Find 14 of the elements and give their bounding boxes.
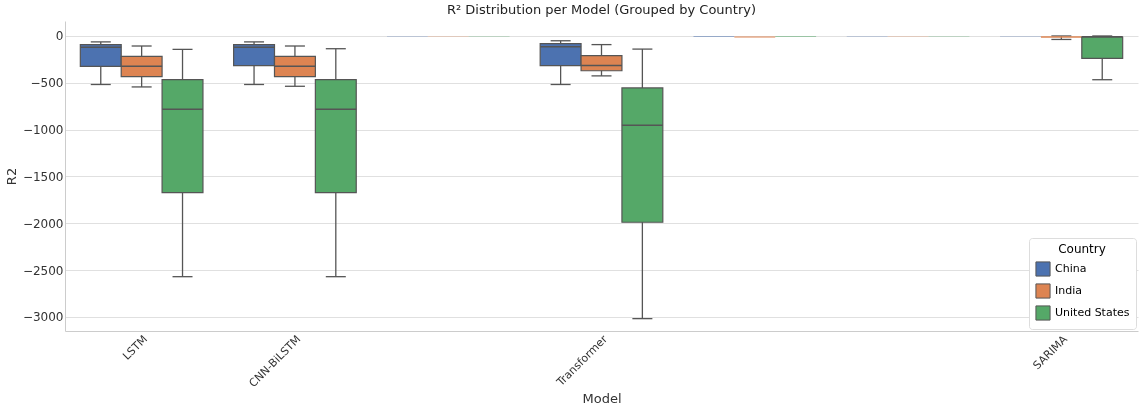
legend-label: China xyxy=(1055,262,1087,275)
y-tick-label: −1000 xyxy=(22,123,64,138)
y-tick-label: −3000 xyxy=(22,310,64,325)
y-tick-label: −500 xyxy=(30,76,64,91)
y-tick-label: −2000 xyxy=(22,216,64,231)
chart-title: R² Distribution per Model (Grouped by Country) xyxy=(446,2,757,17)
y-tick-label: −1500 xyxy=(22,169,64,184)
legend-label: United States xyxy=(1055,306,1130,319)
legend-title: Country xyxy=(1058,242,1106,256)
x-axis-title: Model xyxy=(582,391,622,407)
y-axis-title: R2 xyxy=(3,167,19,186)
legend-label: India xyxy=(1055,284,1082,297)
y-tick-label: −2500 xyxy=(22,263,64,278)
y-tick-label: 0 xyxy=(55,29,64,44)
